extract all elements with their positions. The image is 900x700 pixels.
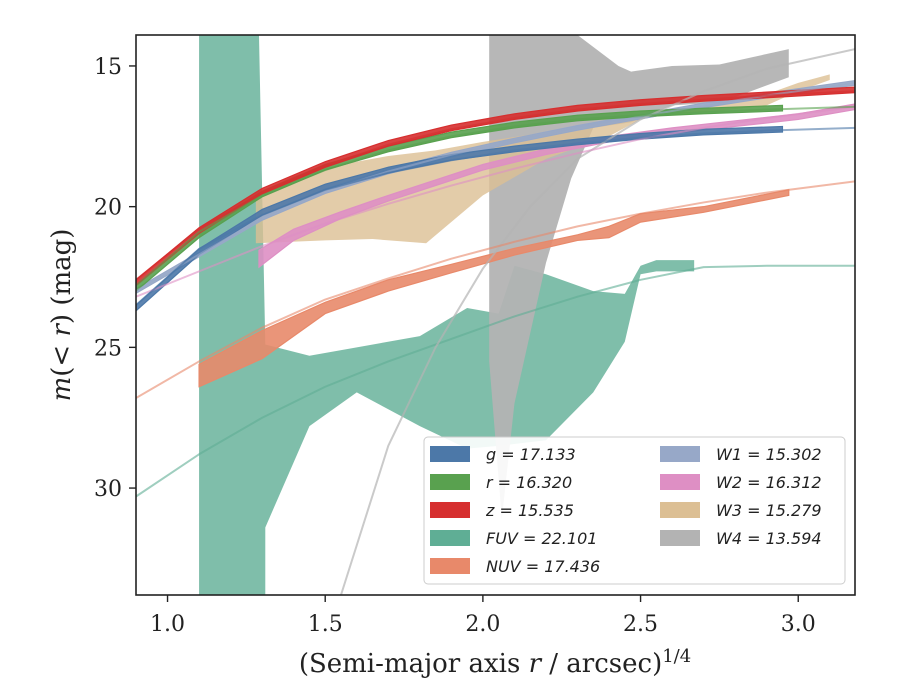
x-tick-label: 3.0 xyxy=(781,612,816,637)
w2-legend-swatch xyxy=(660,474,700,490)
nuv-band xyxy=(198,189,790,388)
w1-model-line xyxy=(136,81,855,292)
x-tick-label: 1.5 xyxy=(308,612,343,637)
x-axis: 1.0 1.5 2.0 2.5 3.0 xyxy=(150,595,816,637)
w2-legend-label: W2 = 16.312 xyxy=(716,473,822,492)
y-axis-label: m(< r) (mag) xyxy=(47,229,77,402)
r-model-line xyxy=(136,105,855,287)
plot-frame xyxy=(135,34,856,596)
w3-legend-label: W3 = 15.279 xyxy=(716,501,822,520)
legend-box xyxy=(423,436,846,585)
g-legend-swatch xyxy=(430,446,470,462)
y-tick-label: 25 xyxy=(94,336,122,361)
g-legend-label: g = 17.133 xyxy=(486,445,576,464)
z-band xyxy=(136,86,855,287)
w2-band xyxy=(258,103,855,269)
w2-model-line xyxy=(136,105,855,298)
x-axis-label: (Semi-major axis r / arcsec)1/4 xyxy=(299,646,691,679)
z-legend-swatch xyxy=(430,502,470,518)
r-legend-label: r = 16.320 xyxy=(486,473,572,492)
nuv-model-line xyxy=(136,180,855,399)
y-tick-label: 20 xyxy=(94,196,122,221)
y-tick-label: 15 xyxy=(94,55,122,80)
w1-legend-swatch xyxy=(660,446,700,462)
x-tick-label: 1.0 xyxy=(150,612,185,637)
plot-area xyxy=(136,35,855,595)
w1-legend-label: W1 = 15.302 xyxy=(716,445,822,464)
y-axis: 15 20 25 30 xyxy=(94,55,136,502)
fuv-band xyxy=(199,35,695,595)
nuv-legend-swatch xyxy=(430,558,470,574)
g-model-line xyxy=(136,126,855,306)
x-tick-label: 2.0 xyxy=(465,612,500,637)
r-legend-swatch xyxy=(430,474,470,490)
legend: g = 17.133 r = 16.320 z = 15.535 FUV = 22.1… xyxy=(423,436,846,585)
fuv-legend-label: FUV = 22.101 xyxy=(486,529,597,548)
y-tick-label: 30 xyxy=(94,477,122,502)
z-model-line xyxy=(136,90,855,281)
z-legend-label: z = 15.535 xyxy=(485,501,574,520)
fuv-model-line xyxy=(136,264,855,498)
nuv-legend-label: NUV = 17.436 xyxy=(486,557,600,576)
w4-legend-label: W4 = 13.594 xyxy=(716,529,822,548)
x-tick-label: 2.5 xyxy=(623,612,658,637)
w4-model-line xyxy=(340,48,855,595)
w3-legend-swatch xyxy=(660,502,700,518)
fuv-legend-swatch xyxy=(430,530,470,546)
w4-legend-swatch xyxy=(660,530,700,546)
